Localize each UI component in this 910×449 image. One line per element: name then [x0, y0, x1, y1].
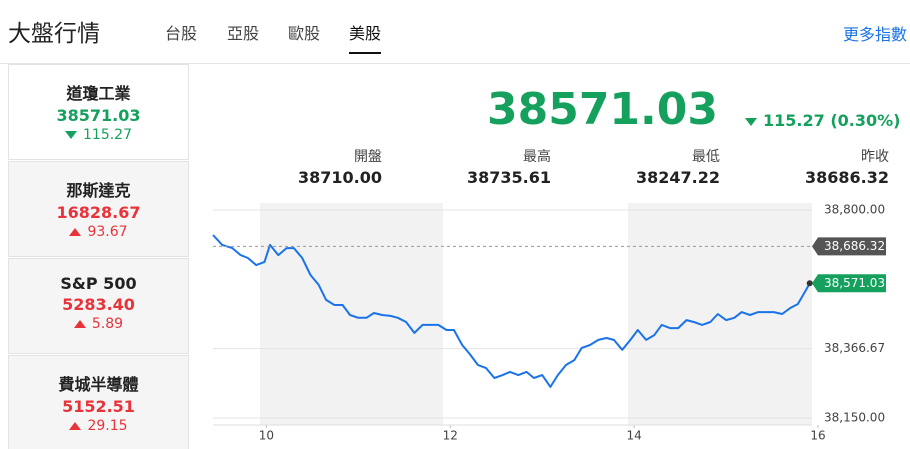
x-tick-label: 12	[443, 429, 458, 443]
stat-label: 最低	[692, 149, 720, 165]
price-change: 115.27 (0.30%)	[745, 111, 900, 130]
stat-value: 38686.32	[804, 168, 889, 187]
index-name: 費城半導體	[58, 375, 139, 394]
reference-label: 38,571.03	[812, 274, 886, 293]
session-shade	[260, 203, 443, 425]
index-change: 115.27	[9, 127, 188, 143]
tab[interactable]: 亞股	[227, 24, 260, 43]
x-tick-label: 14	[626, 429, 641, 443]
index-name: 道瓊工業	[66, 84, 131, 103]
index-name: 那斯達克	[66, 181, 131, 200]
change-value: 93.67	[87, 224, 128, 240]
tab[interactable]: 美股	[349, 20, 382, 54]
change-value: 115.27	[83, 127, 132, 143]
index-name: S&P 500	[60, 274, 137, 293]
index-value: 5283.40	[62, 295, 135, 314]
y-tick-label: 38,150.00	[824, 410, 885, 424]
x-tick-label: 16	[810, 429, 825, 443]
stat: 昨收 38686.32	[739, 146, 889, 187]
reference-label-box	[812, 237, 886, 256]
index-value: 5152.51	[62, 397, 135, 416]
reference-label-text: 38,571.03	[824, 276, 885, 290]
change-arrow	[69, 228, 82, 236]
change-arrow	[745, 117, 757, 126]
change-text: 115.27 (0.30%)	[763, 111, 901, 130]
index-change: 5.89	[9, 316, 188, 332]
index-card[interactable]: 費城半導體 5152.51 29.15	[8, 355, 189, 449]
stat: 開盤 38710.00	[232, 146, 382, 187]
price-line	[212, 234, 811, 388]
index-value: 38571.03	[56, 106, 141, 125]
last-price-dot	[806, 280, 813, 287]
index-card[interactable]: 那斯達克 16828.67 93.67	[8, 161, 189, 257]
stat-label: 開盤	[354, 149, 382, 165]
change-arrow	[65, 131, 77, 139]
change-value: 29.15	[87, 418, 128, 434]
y-tick-label: 38,366.67	[824, 341, 885, 355]
more-link[interactable]: 更多指數	[843, 25, 908, 44]
stat-value: 38710.00	[297, 168, 382, 187]
reference-label-box	[812, 274, 886, 293]
divider	[0, 63, 910, 64]
tab[interactable]: 歐股	[288, 24, 321, 43]
index-value: 16828.67	[56, 203, 141, 222]
tab[interactable]: 台股	[165, 24, 198, 43]
stat-label: 最高	[523, 149, 551, 165]
stat-label: 昨收	[861, 149, 889, 165]
stat: 最高 38735.61	[401, 146, 551, 187]
index-card[interactable]: 道瓊工業 38571.03 115.27	[8, 64, 189, 160]
stat: 最低 38247.22	[570, 146, 720, 187]
session-shade	[628, 203, 812, 425]
index-change: 29.15	[9, 418, 188, 434]
x-tick-label: 10	[259, 429, 274, 443]
stat-value: 38735.61	[466, 168, 551, 187]
change-arrow	[69, 422, 82, 430]
change-arrow	[73, 320, 86, 328]
y-tick-label: 38,800.00	[824, 203, 885, 217]
page-title: 大盤行情	[8, 21, 100, 47]
price: 38571.03	[486, 84, 718, 135]
reference-label-text: 38,686.32	[824, 239, 885, 253]
stat-value: 38247.22	[635, 168, 720, 187]
index-change: 93.67	[9, 224, 188, 240]
reference-label: 38,686.32	[812, 237, 886, 256]
index-card[interactable]: S&P 500 5283.40 5.89	[8, 258, 189, 354]
change-value: 5.89	[91, 316, 124, 332]
